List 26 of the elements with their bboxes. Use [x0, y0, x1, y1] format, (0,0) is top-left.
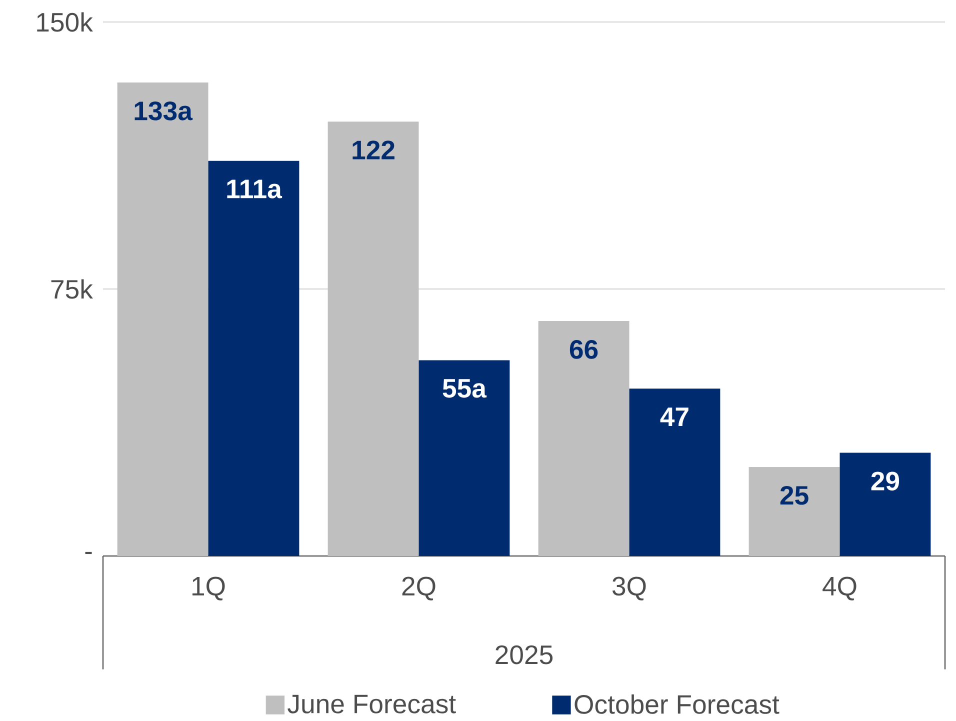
y-tick-label: 150k: [37, 12, 93, 32]
data-label: 25: [780, 486, 808, 505]
data-label: 111a: [227, 180, 282, 198]
x-tick-label: 3Q: [612, 576, 646, 600]
data-label: 47: [660, 408, 688, 426]
bar: [117, 82, 208, 556]
bar: [328, 122, 419, 556]
data-label: 122: [352, 140, 394, 160]
data-label: 29: [871, 472, 900, 491]
y-tick-label: -: [85, 552, 92, 554]
bar: [418, 360, 510, 556]
x-axis-title: 2025: [496, 645, 553, 664]
legend-label: October Forecast: [574, 694, 780, 714]
bar: [840, 452, 931, 556]
bar: [208, 160, 300, 556]
data-label: 66: [570, 340, 598, 359]
bar: [538, 321, 630, 556]
bar: [629, 388, 720, 556]
x-tick-label: 2Q: [402, 576, 436, 600]
data-label: 133a: [134, 101, 193, 120]
bar: [748, 467, 840, 556]
legend-label: June Forecast: [288, 694, 456, 714]
x-tick-label: 1Q: [192, 576, 225, 600]
y-tick-label: 75k: [51, 279, 93, 299]
x-tick-label: 4Q: [822, 576, 856, 600]
data-label: 55a: [442, 379, 487, 398]
